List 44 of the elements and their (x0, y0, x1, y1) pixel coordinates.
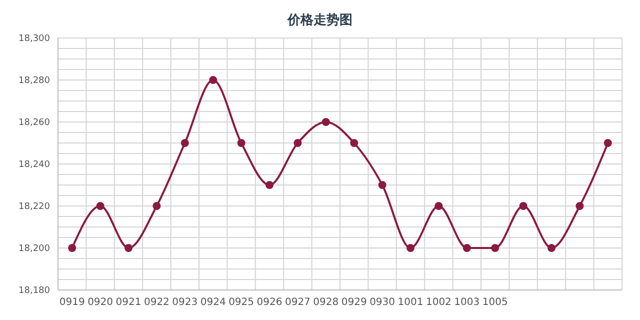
x-tick-label: 0920 (88, 297, 114, 308)
x-tick-label: 0922 (144, 297, 170, 308)
x-tick-label: 0927 (284, 297, 310, 308)
chart-title: 价格走势图 (286, 12, 354, 30)
x-tick-label: 0924 (200, 297, 226, 308)
point (152, 202, 161, 210)
point (350, 139, 358, 147)
x-tick-label: 0929 (341, 297, 367, 308)
x-tick-label: 0923 (172, 297, 198, 308)
point (548, 244, 556, 252)
x-tick-label: 1003 (454, 297, 480, 308)
x-tick-label: 0925 (228, 297, 254, 308)
point (322, 118, 330, 126)
point (604, 139, 612, 147)
point (491, 244, 500, 252)
point (237, 139, 246, 147)
x-tick-label: 0926 (256, 297, 282, 308)
point (576, 202, 584, 210)
point (294, 139, 302, 147)
point (68, 244, 76, 252)
x-tick-label: 0919 (59, 297, 85, 308)
x-tick-label: 1001 (398, 297, 424, 308)
y-tick-label: 18,240 (18, 160, 50, 170)
point (266, 181, 274, 189)
point (180, 139, 189, 147)
y-tick-label: 18,200 (18, 244, 50, 254)
x-tick-label: 0930 (370, 297, 396, 308)
x-tick-label: 1005 (482, 297, 508, 308)
point (124, 244, 132, 252)
y-tick-label: 18,280 (18, 76, 50, 86)
x-tick-label: 0921 (116, 297, 142, 308)
point (378, 181, 386, 189)
y-tick-label: 18,260 (18, 118, 50, 128)
point (209, 76, 218, 84)
x-tick-label: 1002 (426, 297, 452, 308)
y-tick-label: 18,300 (18, 34, 50, 44)
point (96, 202, 104, 210)
point (519, 202, 528, 210)
x-tick-label: 0928 (313, 297, 339, 308)
y-tick-label: 18,180 (18, 286, 50, 296)
point (406, 244, 414, 252)
point (462, 244, 471, 252)
y-tick-label: 18,220 (18, 202, 50, 212)
point (434, 202, 443, 210)
